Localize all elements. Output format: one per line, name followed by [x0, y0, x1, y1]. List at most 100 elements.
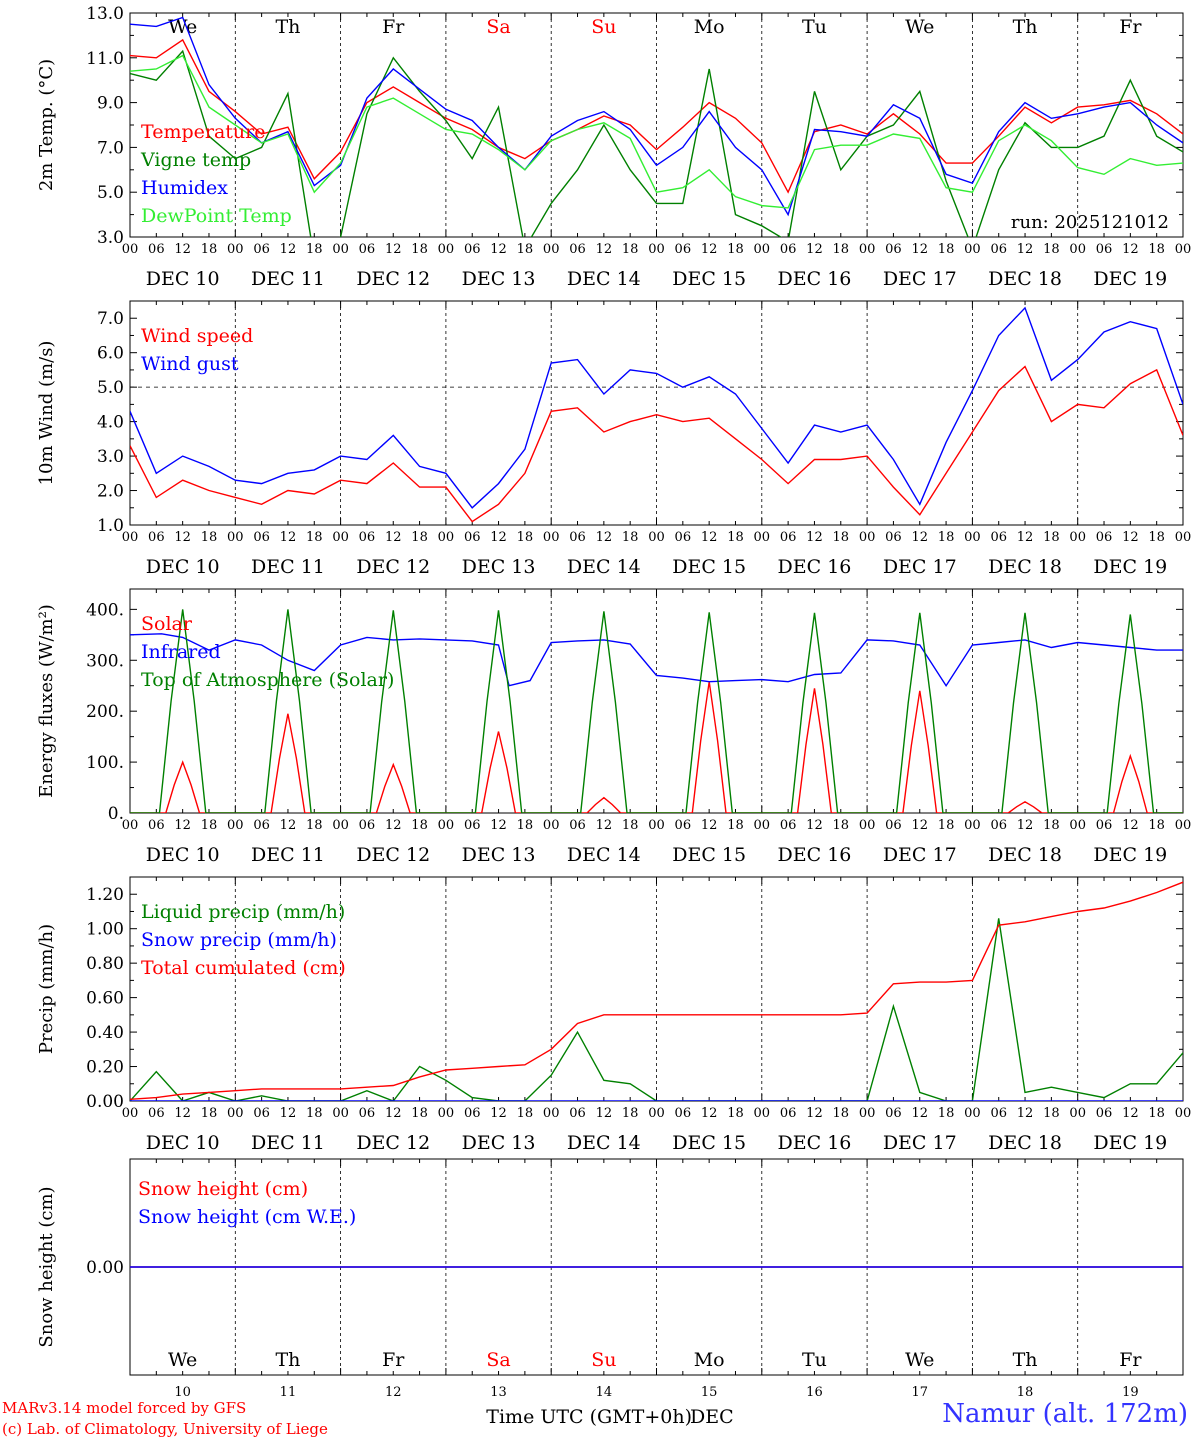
legend-entry: Total cumulated (cm): [141, 957, 346, 979]
panel-1: 3.0 5.0 7.0 9.0 11.0 13.0 2m Temp. (°C) 00 06 12 1…: [36, 4, 1191, 290]
series-line-top-of-atmosphere-solar: [130, 609, 1183, 813]
legend-entry: Infrared: [141, 641, 221, 663]
x-hour-label: 06: [675, 242, 692, 257]
legend-entry: Humidex: [141, 177, 228, 199]
x-hour-label: 12: [174, 530, 191, 545]
x-date-label: DEC 13: [462, 268, 536, 290]
y-tick-label: 7.0: [97, 138, 124, 158]
x-hour-label: 12: [806, 1106, 823, 1121]
x-hour-label: 00: [754, 530, 771, 545]
x-hour-label: 00: [332, 818, 349, 833]
x-hour-label: 00: [227, 242, 244, 257]
x-hour-label: 12: [174, 1106, 191, 1121]
x-hour-label: 00: [122, 818, 139, 833]
x-hour-label: 12: [596, 242, 613, 257]
x-hour-label: 18: [411, 242, 428, 257]
series-line-wind-gust: [130, 306, 1183, 509]
plot-frame: [129, 588, 1184, 814]
x-hour-label: 18: [833, 1106, 850, 1121]
y-tick-label: 0.40: [86, 1023, 124, 1043]
x-hour-label: 18: [622, 530, 639, 545]
y-tick-label: 6.0: [97, 344, 124, 364]
x-hour-label: 18: [306, 242, 323, 257]
x-date-label: DEC 13: [462, 1132, 536, 1154]
x-date-label: DEC 10: [146, 556, 220, 578]
x-hour-label: 18: [622, 242, 639, 257]
legend-entry: Top of Atmosphere (Solar): [141, 669, 394, 691]
weekday-label: Tu: [802, 16, 827, 38]
x-date-label: DEC 18: [988, 556, 1062, 578]
x-hour-label: 12: [911, 1106, 928, 1121]
x-day-number: 10: [174, 1385, 191, 1400]
x-date-label: DEC 13: [462, 844, 536, 866]
x-hour-label: 06: [990, 530, 1007, 545]
x-hour-label: 18: [517, 242, 534, 257]
x-hour-label: 06: [1096, 818, 1113, 833]
x-hour-label: 18: [517, 818, 534, 833]
y-tick-label: 0.80: [86, 954, 124, 974]
x-hour-label: 18: [622, 818, 639, 833]
x-hour-label: 06: [359, 818, 376, 833]
series-line-wind-speed: [130, 365, 1183, 523]
x-hour-label: 06: [359, 242, 376, 257]
x-hour-label: 12: [1122, 818, 1139, 833]
x-hour-label: 00: [859, 242, 876, 257]
x-hour-label: 00: [438, 530, 455, 545]
y-tick-label: 5.0: [97, 378, 124, 398]
x-hour-label: 00: [1175, 530, 1192, 545]
x-hour-label: 00: [964, 242, 981, 257]
x-date-label: DEC 12: [356, 556, 430, 578]
x-hour-label: 18: [833, 530, 850, 545]
weekday-label: We: [905, 1349, 934, 1371]
x-date-label: DEC 17: [883, 1132, 957, 1154]
x-day-number: 19: [1122, 1385, 1139, 1400]
x-hour-label: 06: [569, 1106, 586, 1121]
x-hour-label: 18: [938, 242, 955, 257]
x-hour-label: 12: [1017, 530, 1034, 545]
x-hour-label: 00: [964, 530, 981, 545]
x-hour-label: 18: [727, 242, 744, 257]
x-hour-label: 06: [253, 530, 270, 545]
x-hour-label: 06: [780, 818, 797, 833]
y-tick-label: 0.00: [86, 1092, 124, 1112]
series-line-total-cumulated-cm: [130, 881, 1183, 1100]
y-tick-label: 7.0: [97, 309, 124, 329]
x-date-label: DEC 18: [988, 268, 1062, 290]
weekday-label: Th: [275, 1349, 300, 1371]
legend-entry: Snow height (cm W.E.): [138, 1206, 356, 1228]
x-hour-label: 00: [1069, 530, 1086, 545]
x-date-label: DEC 19: [1093, 268, 1167, 290]
y-axis-label: Precip (mm/h): [36, 924, 57, 1054]
x-day-number: 12: [385, 1385, 402, 1400]
y-tick-label: 0.: [108, 804, 124, 824]
series-line-humidex: [130, 16, 1183, 217]
legend-entry: Temperature: [141, 121, 265, 143]
x-hour-label: 18: [1043, 1106, 1060, 1121]
x-hour-label: 12: [701, 818, 718, 833]
x-hour-label: 12: [701, 1106, 718, 1121]
series-line-dewpoint-temp: [130, 54, 1183, 209]
x-hour-label: 00: [754, 1106, 771, 1121]
x-date-label: DEC 10: [146, 268, 220, 290]
weekday-label: Th: [1013, 16, 1038, 38]
x-hour-label: 12: [385, 242, 402, 257]
x-day-number: 17: [911, 1385, 928, 1400]
x-hour-label: 00: [1175, 1106, 1192, 1121]
x-hour-label: 00: [543, 1106, 560, 1121]
weekday-label: We: [905, 16, 934, 38]
x-date-label: DEC 11: [251, 268, 325, 290]
y-axis-label: Snow height (cm): [36, 1186, 57, 1347]
x-hour-label: 00: [122, 1106, 139, 1121]
x-hour-label: 18: [1043, 818, 1060, 833]
x-hour-label: 06: [464, 530, 481, 545]
x-hour-label: 18: [201, 818, 218, 833]
x-hour-label: 06: [569, 530, 586, 545]
weekday-label: Tu: [802, 1349, 827, 1371]
x-axis-month: DEC: [690, 1406, 734, 1428]
x-hour-label: 12: [1122, 1106, 1139, 1121]
y-tick-label: 300.: [86, 651, 124, 671]
x-hour-label: 12: [1122, 242, 1139, 257]
x-hour-label: 12: [174, 818, 191, 833]
x-hour-label: 06: [464, 242, 481, 257]
x-date-label: DEC 11: [251, 844, 325, 866]
